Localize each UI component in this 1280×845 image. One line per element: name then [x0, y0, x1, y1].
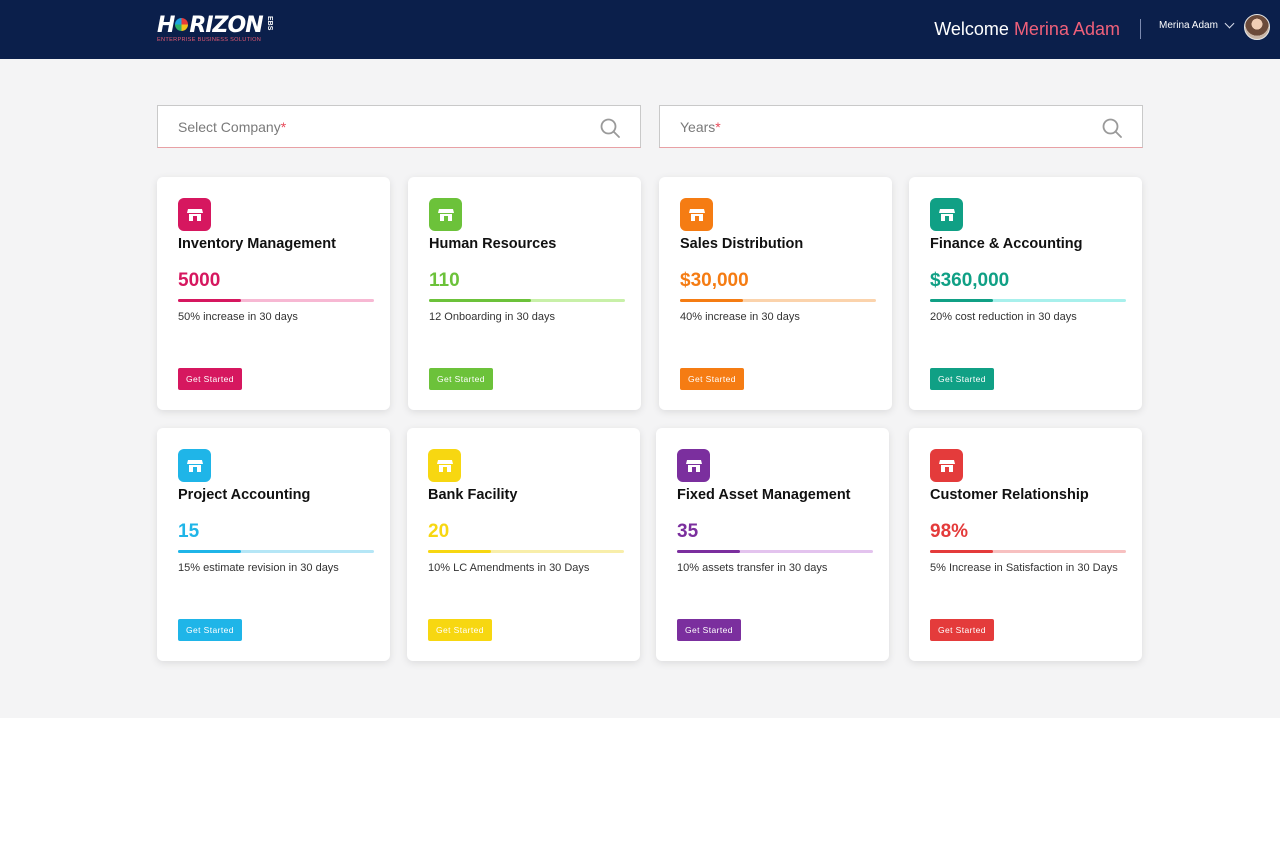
card-title: Bank Facility: [428, 487, 518, 503]
progress-track: [930, 299, 1126, 302]
card-description: 20% cost reduction in 30 days: [930, 311, 1077, 323]
store-icon: [178, 198, 211, 231]
card-value: 15: [178, 521, 200, 542]
years-input[interactable]: Years*: [659, 105, 1143, 148]
logo-ebs-mark: EBS: [266, 16, 273, 31]
card-description: 12 Onboarding in 30 days: [429, 311, 555, 323]
progress-fill: [680, 299, 743, 302]
card-title: Customer Relationship: [930, 487, 1089, 503]
search-icon[interactable]: [600, 118, 620, 138]
chevron-down-icon: [1224, 18, 1235, 29]
module-card-project-accounting: Project Accounting 15 15% estimate revisio…: [157, 428, 390, 661]
card-value: 110: [429, 270, 460, 291]
module-card-inventory-management: Inventory Management 5000 50% increase in …: [157, 177, 390, 410]
progress-fill: [930, 550, 993, 553]
logo-subtitle: ENTERPRISE BUSINESS SOLUTION: [157, 37, 262, 43]
store-icon: [429, 198, 462, 231]
card-description: 10% assets transfer in 30 days: [677, 562, 828, 574]
progress-fill: [677, 550, 740, 553]
top-header: H RIZON EBS ENTERPRISE BUSINESS SOLUTION …: [0, 0, 1280, 59]
get-started-button[interactable]: Get Started: [677, 619, 741, 641]
user-name: Merina Adam: [1159, 20, 1218, 31]
card-value: 98%: [930, 521, 969, 542]
get-started-button[interactable]: Get Started: [930, 368, 994, 390]
get-started-button[interactable]: Get Started: [930, 619, 994, 641]
module-card-bank-facility: Bank Facility 20 10% LC Amendments in 30 D…: [407, 428, 640, 661]
search-icon[interactable]: [1102, 118, 1122, 138]
card-title: Human Resources: [429, 236, 557, 252]
card-description: 40% increase in 30 days: [680, 311, 800, 323]
progress-track: [178, 550, 374, 553]
module-card-fixed-asset-management: Fixed Asset Management 35 10% assets trans…: [656, 428, 889, 661]
module-card-finance-accounting: Finance & Accounting $360,000 20% cost red…: [909, 177, 1142, 410]
card-description: 5% Increase in Satisfaction in 30 Days: [930, 562, 1118, 574]
module-card-customer-relationship: Customer Relationship 98% 5% Increase in S…: [909, 428, 1142, 661]
card-value: 35: [677, 521, 699, 542]
select-company-input[interactable]: Select Company*: [157, 105, 641, 148]
card-title: Sales Distribution: [680, 236, 804, 252]
page-footer-area: [0, 718, 1280, 845]
user-menu-dropdown[interactable]: Merina Adam: [1159, 18, 1235, 31]
logo-wordmark: H RIZON: [157, 13, 264, 38]
welcome-name: Merina Adam: [1013, 19, 1120, 39]
store-icon: [677, 449, 710, 482]
card-description: 10% LC Amendments in 30 Days: [428, 562, 590, 574]
progress-fill: [178, 299, 241, 302]
get-started-button[interactable]: Get Started: [680, 368, 744, 390]
get-started-button[interactable]: Get Started: [429, 368, 493, 390]
horizon-logo[interactable]: H RIZON EBS ENTERPRISE BUSINESS SOLUTION: [157, 13, 277, 47]
header-divider: [1140, 19, 1141, 39]
card-description: 50% increase in 30 days: [178, 311, 298, 323]
progress-fill: [930, 299, 993, 302]
progress-track: [677, 550, 873, 553]
card-description: 15% estimate revision in 30 days: [178, 562, 339, 574]
progress-track: [428, 550, 624, 553]
progress-track: [680, 299, 876, 302]
store-icon: [930, 449, 963, 482]
module-card-sales-distribution: Sales Distribution $30,000 40% increase in…: [659, 177, 892, 410]
get-started-button[interactable]: Get Started: [178, 619, 242, 641]
get-started-button[interactable]: Get Started: [428, 619, 492, 641]
card-value: 5000: [178, 270, 221, 291]
welcome-prefix: Welcome: [934, 19, 1009, 39]
get-started-button[interactable]: Get Started: [178, 368, 242, 390]
card-title: Project Accounting: [178, 487, 311, 503]
progress-track: [930, 550, 1126, 553]
card-title: Finance & Accounting: [930, 236, 1083, 252]
logo-globe-icon: [175, 18, 189, 31]
progress-fill: [429, 299, 531, 302]
progress-track: [178, 299, 374, 302]
card-value: 20: [428, 521, 450, 542]
card-title: Fixed Asset Management: [677, 487, 851, 503]
module-card-human-resources: Human Resources 110 12 Onboarding in 30 da…: [408, 177, 641, 410]
store-icon: [428, 449, 461, 482]
progress-track: [429, 299, 625, 302]
progress-fill: [428, 550, 491, 553]
progress-fill: [178, 550, 241, 553]
store-icon: [930, 198, 963, 231]
card-value: $30,000: [680, 270, 749, 291]
main-content: Select Company* Years* Inventory Managem…: [0, 59, 1280, 718]
store-icon: [178, 449, 211, 482]
avatar[interactable]: [1244, 14, 1270, 40]
card-value: $360,000: [930, 270, 1010, 291]
years-placeholder: Years*: [680, 119, 721, 135]
store-icon: [680, 198, 713, 231]
select-company-placeholder: Select Company*: [178, 119, 287, 135]
card-title: Inventory Management: [178, 236, 336, 252]
welcome-message: Welcome Merina Adam: [934, 18, 1120, 40]
